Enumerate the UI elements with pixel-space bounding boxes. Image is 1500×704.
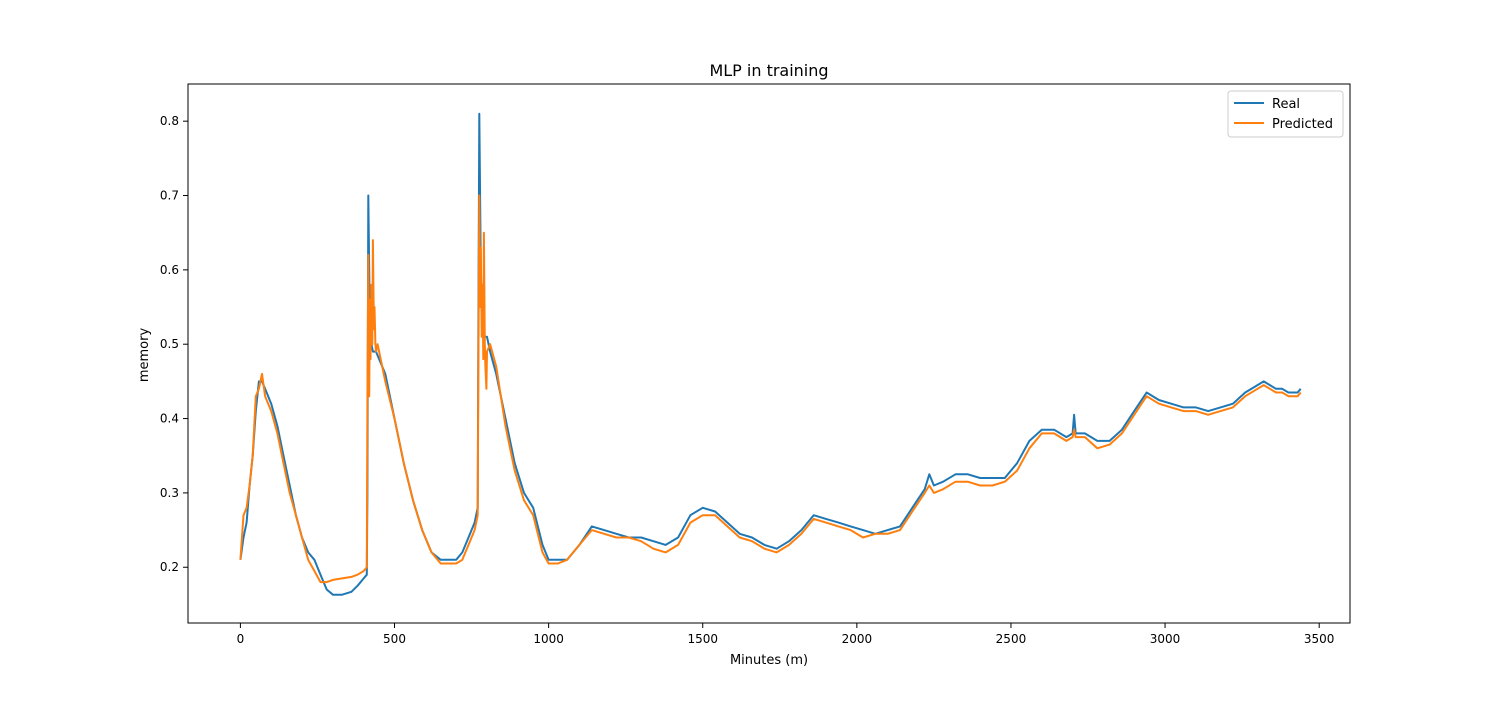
y-tick-label: 0.4: [160, 412, 179, 426]
series-layer: [239, 112, 1302, 596]
y-tick-label: 0.6: [160, 263, 179, 277]
x-axis-label: Minutes (m): [730, 653, 808, 668]
x-tick-label: 1000: [533, 632, 564, 646]
y-tick-label: 0.3: [160, 486, 179, 500]
plot-area-frame: [187, 83, 1351, 624]
legend: Real Predicted: [1227, 90, 1344, 138]
series-line-predicted: [239, 194, 1302, 584]
x-tick-label: 0: [237, 632, 245, 646]
y-tick-label: 0.8: [160, 114, 179, 128]
x-tick-label: 3000: [1150, 632, 1181, 646]
x-tick-label: 1500: [687, 632, 718, 646]
y-tick-label: 0.5: [160, 337, 179, 351]
legend-label-real: Real: [1272, 97, 1300, 112]
y-axis-label: memory: [137, 328, 152, 383]
legend-label-predicted: Predicted: [1272, 117, 1333, 132]
x-tick-label: 2000: [842, 632, 873, 646]
y-tick-label: 0.7: [160, 189, 179, 203]
x-tick-label: 3500: [1304, 632, 1335, 646]
series-line-real: [239, 112, 1302, 596]
tick-layer: 0 500 1000 1500 2000 2500 3000 3500 0.2 0.3 0.4 0.5…: [160, 114, 1335, 646]
x-tick-label: 2500: [996, 632, 1027, 646]
x-tick-label: 500: [383, 632, 406, 646]
chart-title: MLP in training: [709, 61, 828, 80]
y-tick-label: 0.2: [160, 560, 179, 574]
